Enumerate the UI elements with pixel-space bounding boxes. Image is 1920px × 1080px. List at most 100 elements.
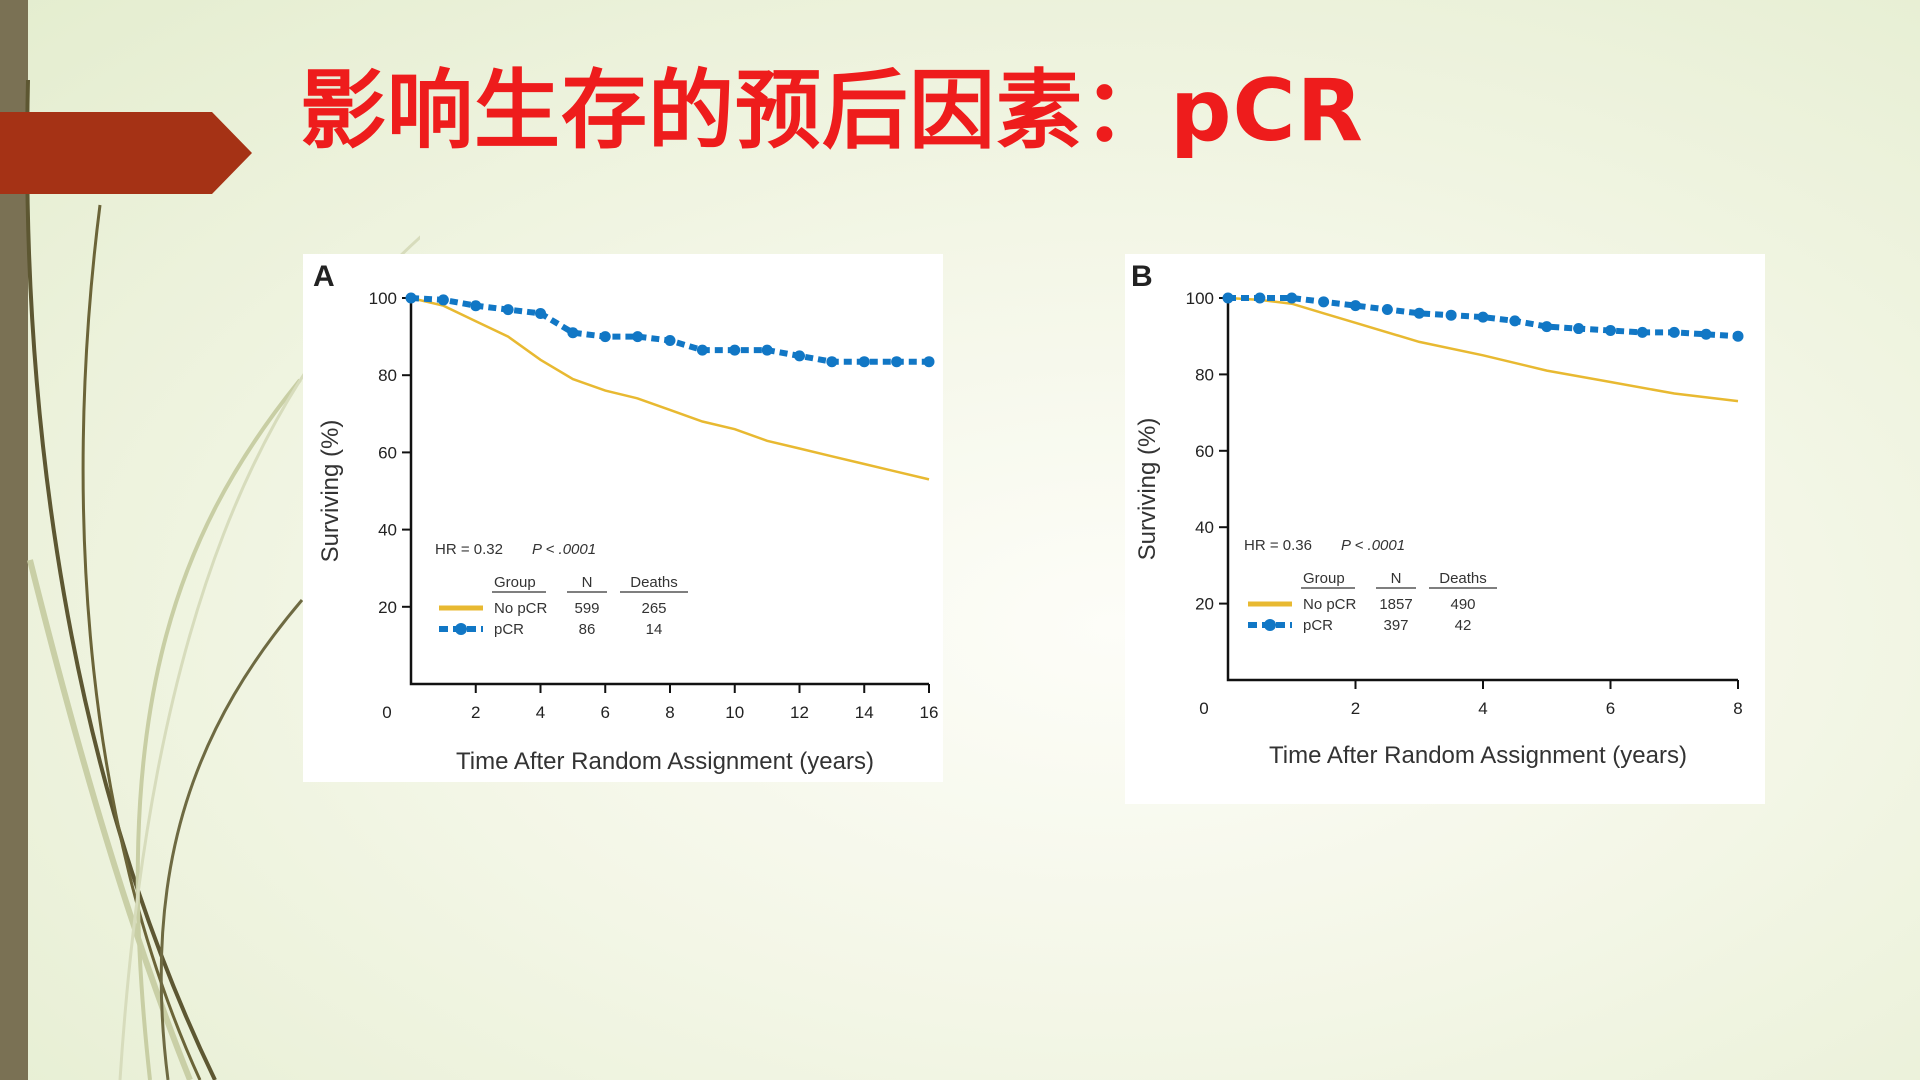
series-pcr-point-b <box>1541 321 1553 333</box>
legend-deaths-pcr-b: 42 <box>1455 617 1472 634</box>
series-pcr-point-a <box>632 331 644 343</box>
series-pcr-point-a <box>535 307 546 319</box>
chart-b-svg: B 20 40 60 80 100 0 2 4 6 8 Surviving (%) Time After… <box>1131 260 1744 769</box>
x-tick-label-a: 0 <box>382 703 391 722</box>
legend-deaths-pcr-a: 14 <box>646 621 663 638</box>
legend-header-deaths-b: Deaths <box>1439 570 1487 587</box>
legend-deaths-no-pcr-a: 265 <box>641 600 666 617</box>
y-tick-label-a: 60 <box>378 443 397 462</box>
axes-a <box>409 294 929 686</box>
series-pcr-point-b <box>1381 303 1393 315</box>
legend-header-group-a: Group <box>494 574 536 591</box>
series-pcr-point-b <box>1573 323 1585 335</box>
x-tick-label-a: 4 <box>536 703 545 722</box>
series-pcr-point-a <box>858 356 870 368</box>
legend-group-no-pcr-a: No pCR <box>494 600 548 617</box>
x-tick-label-b: 6 <box>1606 699 1615 718</box>
series-pcr-point-b <box>1254 292 1266 304</box>
legend-header-group-b: Group <box>1303 570 1345 587</box>
x-tick-label-a: 16 <box>920 703 939 722</box>
x-tick-label-a: 12 <box>790 703 809 722</box>
legend-deaths-no-pcr-b: 490 <box>1450 596 1475 613</box>
legend-group-no-pcr-b: No pCR <box>1303 596 1357 613</box>
y-axis-title-b: Surviving (%) <box>1134 418 1161 561</box>
series-pcr-line-b <box>1228 295 1739 340</box>
series-pcr-point-a <box>826 356 838 368</box>
legend-header-n-a: N <box>582 574 593 591</box>
legend-header-deaths-a: Deaths <box>630 574 678 591</box>
series-pcr-point-b <box>1700 328 1712 340</box>
x-tick-label-a: 2 <box>471 703 480 722</box>
x-tick-label-b: 2 <box>1351 699 1360 718</box>
series-pcr-point-a <box>599 331 611 343</box>
x-tick-label-a: 8 <box>665 703 674 722</box>
series-pcr-point-a <box>891 356 903 368</box>
series-pcr-point-b <box>1318 296 1330 308</box>
legend-hr-b: HR = 0.36 <box>1244 537 1312 554</box>
series-pcr-point-b <box>1286 292 1298 304</box>
series-pcr-point-a <box>794 350 805 362</box>
x-axis-title-a: Time After Random Assignment (years) <box>456 748 874 775</box>
y-tick-label-a: 100 <box>369 289 397 308</box>
x-tick-label-a: 10 <box>725 703 744 722</box>
legend-n-no-pcr-a: 599 <box>574 600 599 617</box>
y-tick-label-b: 80 <box>1195 365 1214 384</box>
series-pcr-point-a <box>437 294 449 306</box>
series-pcr-point-a <box>470 300 482 312</box>
axes-b <box>1226 294 1738 682</box>
series-pcr-line-a <box>410 295 929 365</box>
series-pcr-point-b <box>1732 330 1744 342</box>
decorative-swooshes <box>25 79 420 1080</box>
legend-swatch-point-a <box>455 623 467 635</box>
y-tick-label-b: 40 <box>1195 518 1214 537</box>
x-tick-label-a: 14 <box>855 703 874 722</box>
y-axis-title-a: Surviving (%) <box>317 420 344 563</box>
series-pcr-point-b <box>1445 309 1457 321</box>
y-tick-label-b: 60 <box>1195 442 1214 461</box>
legend-n-pcr-b: 397 <box>1383 617 1408 634</box>
series-pcr-point-a <box>923 356 935 368</box>
y-tick-label-a: 40 <box>378 521 397 540</box>
legend-group-pcr-b: pCR <box>1303 617 1333 634</box>
legend-p-a: P < .0001 <box>532 541 596 558</box>
series-pcr-point-b <box>1636 326 1648 338</box>
legend-swatch-point-b <box>1264 619 1276 631</box>
x-tick-label-a: 6 <box>601 703 610 722</box>
legend-n-pcr-a: 86 <box>579 621 596 638</box>
x-axis-title-b: Time After Random Assignment (years) <box>1269 742 1687 769</box>
arrow-tab <box>0 112 252 194</box>
y-tick-label-a: 80 <box>378 366 397 385</box>
panel-label-b: B <box>1131 260 1153 293</box>
slide-title: 影响生存的预后因素：pCR <box>300 61 1364 161</box>
chart-panel-a: A 20 40 60 80 100 0 2 4 6 8 10 12 14 16 Surviving (%) Ti… <box>303 254 943 782</box>
y-tick-label-b: 100 <box>1186 289 1214 308</box>
series-pcr-point-b <box>1509 315 1521 327</box>
series-no-pcr-line-a <box>410 296 930 481</box>
series-pcr-point-a <box>664 334 676 346</box>
series-pcr-point-a <box>405 292 417 304</box>
series-pcr-point-b <box>1477 311 1489 323</box>
series-pcr-point-a <box>761 344 773 356</box>
x-tick-label-b: 8 <box>1733 699 1742 718</box>
series-pcr-point-a <box>502 304 514 316</box>
chart-panel-b: B 20 40 60 80 100 0 2 4 6 8 Surviving (%) Time After… <box>1125 254 1765 804</box>
x-tick-label-b: 4 <box>1478 699 1487 718</box>
legend-n-no-pcr-b: 1857 <box>1379 596 1412 613</box>
series-no-pcr-line-b <box>1227 296 1739 403</box>
legend-p-b: P < .0001 <box>1341 537 1405 554</box>
y-tick-label-a: 20 <box>378 598 397 617</box>
x-tick-label-b: 0 <box>1199 699 1208 718</box>
series-pcr-point-b <box>1350 300 1361 312</box>
legend-group-pcr-a: pCR <box>494 621 524 638</box>
series-pcr-point-a <box>729 344 741 356</box>
series-pcr-point-b <box>1668 326 1680 338</box>
series-pcr-point-a <box>567 327 579 339</box>
series-pcr-point-b <box>1605 324 1616 336</box>
y-tick-label-b: 20 <box>1195 595 1214 614</box>
legend-hr-a: HR = 0.32 <box>435 541 503 558</box>
legend-header-n-b: N <box>1391 570 1402 587</box>
panel-label-a: A <box>313 260 335 293</box>
series-pcr-point-b <box>1222 292 1234 304</box>
chart-a-svg: A 20 40 60 80 100 0 2 4 6 8 10 12 14 16 Surviving (%) Ti… <box>313 260 939 775</box>
series-pcr-point-a <box>696 344 708 356</box>
